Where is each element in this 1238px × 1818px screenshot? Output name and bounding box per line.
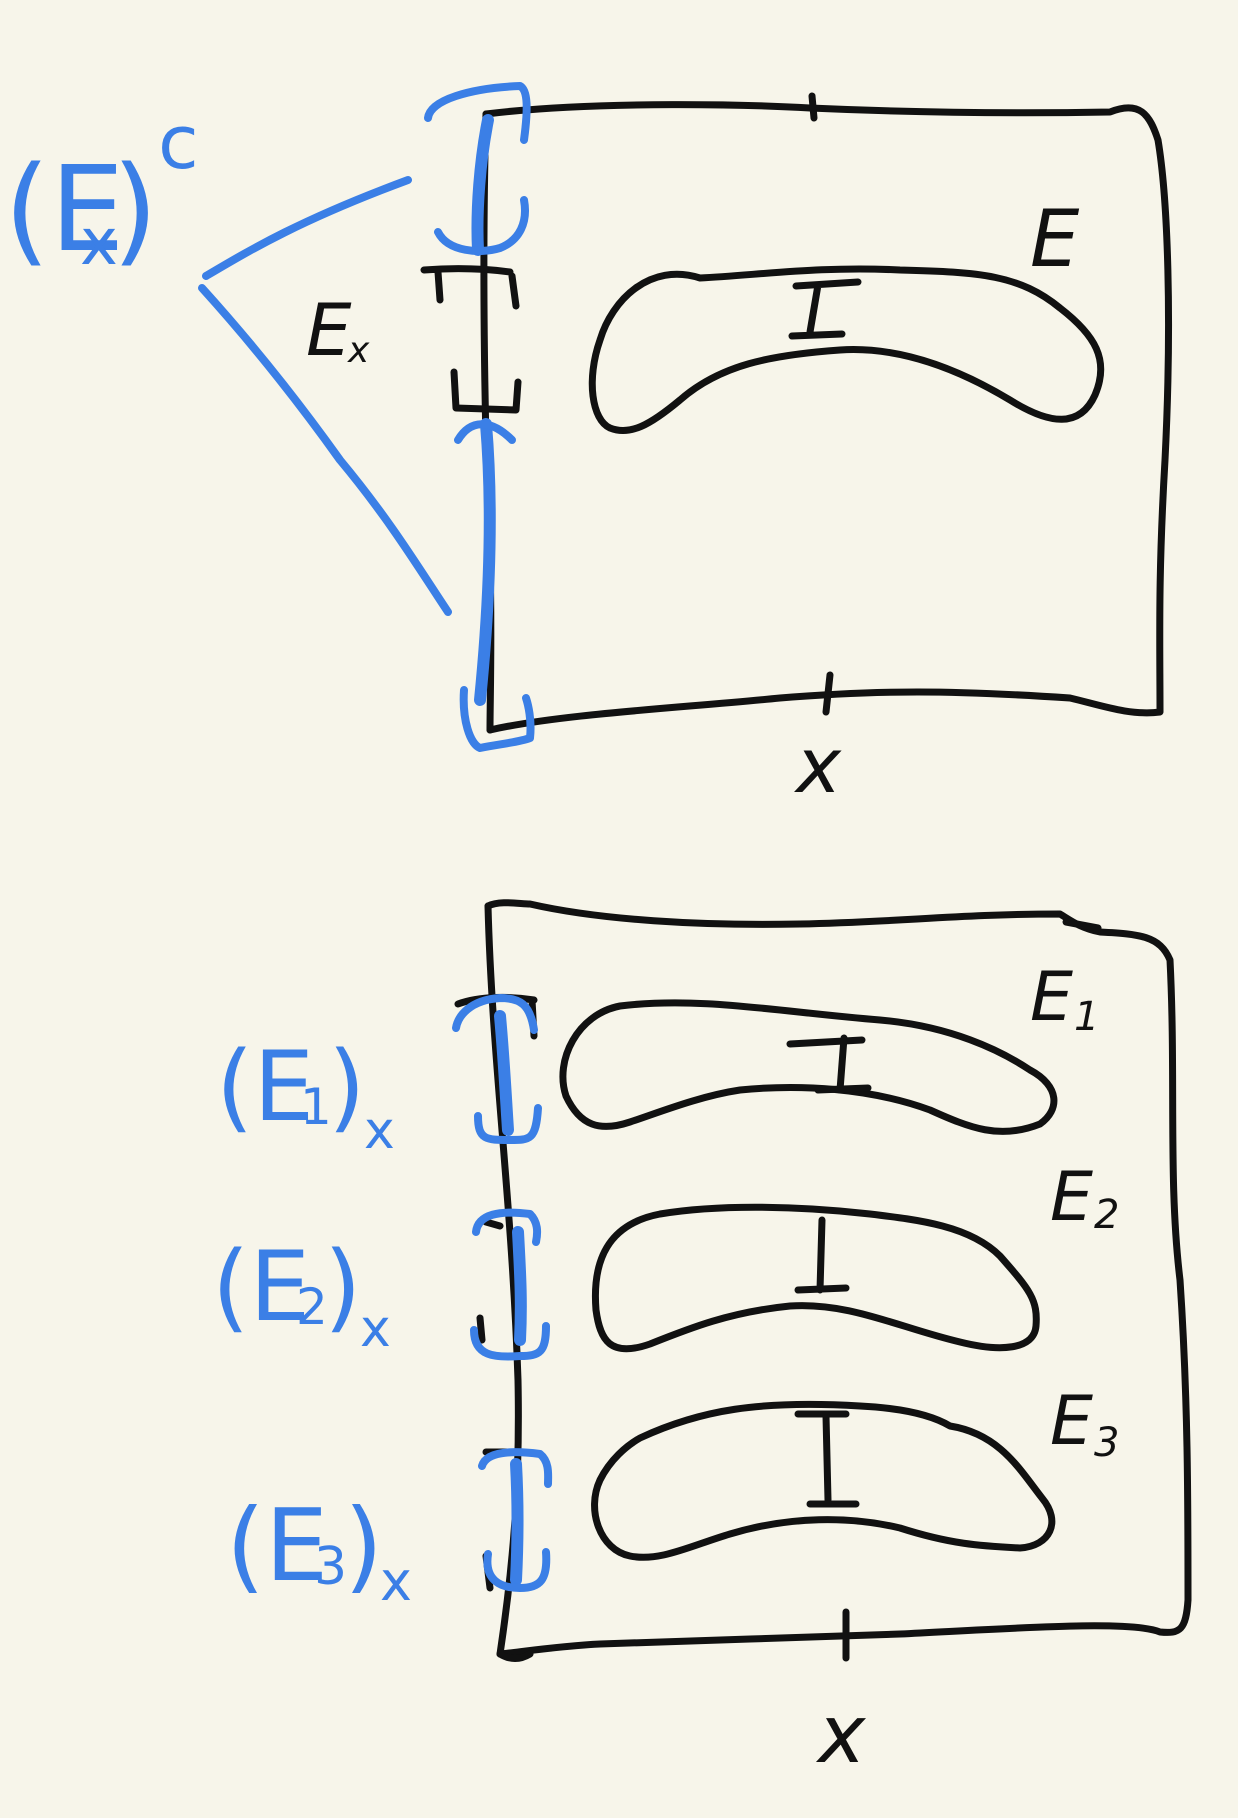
section-label-sub: x [347,330,370,371]
bottom-set-e1-label: E 1 [1030,958,1099,1040]
bottom-set-e2-label: E 2 [1050,1158,1119,1238]
top-complement-segment-lower [474,418,496,706]
section3-subx: x [380,1550,412,1613]
top-edge-tick [808,92,818,122]
top-figure: (E x ) c E x E x [4,82,1173,810]
top-complement-bracket-mid [434,196,529,255]
top-complement-segment-upper [471,114,494,256]
complement-label-open: (E [4,140,125,278]
complement-label-sub: x [80,206,118,280]
bottom-section-label-3: (E 3 ) x [226,1487,412,1613]
set-e1-letter: E [1030,958,1073,1037]
bottom-left-side [484,902,534,1662]
top-section-label: E x [306,288,370,372]
section3-open: (E [226,1487,328,1604]
top-rectangle [482,101,1173,734]
bottom-e2-section-bar [794,1216,850,1294]
top-complement-pointer-a [202,176,412,280]
bottom-set-e1-blob [559,999,1058,1135]
bottom-section-e1-blue [494,1010,514,1136]
complement-label-sup: c [158,100,199,186]
section1-sub: 1 [300,1078,332,1136]
top-complement-bracket-bottom [459,686,535,752]
section2-sub: 2 [296,1278,328,1336]
top-complement-label: (E x ) c [4,100,199,280]
set-e3-letter: E [1050,1382,1093,1461]
bottom-section-e3-blue [510,1458,524,1586]
section1-subx: x [364,1101,395,1161]
section3-sub: 3 [314,1537,347,1597]
top-axis-tick [822,671,834,716]
top-axis-x-label: x [794,721,842,810]
set-e3-sub: 3 [1094,1420,1119,1466]
bottom-figure: E 1 E 2 E 3 (E 1 ) x (E 2 ) x (E 3 ) x [212,899,1192,1781]
bottom-section-e2-blue [512,1226,527,1346]
top-set-e-blob [588,265,1105,435]
section2-subx: x [360,1299,391,1359]
bottom-set-e3-blob [591,1400,1056,1561]
bottom-section-e3-bracket [478,1448,553,1592]
bottom-edge-step [1062,918,1102,932]
bottom-black-bracket-2 [476,1218,504,1344]
bottom-section-e1-bracket [452,994,542,1144]
set-e2-sub: 2 [1094,1192,1119,1238]
section2-open: (E [212,1231,310,1343]
set-e2-letter: E [1050,1158,1093,1237]
section2-close: ) [324,1231,361,1343]
top-section-bracket-upper [420,265,520,310]
set-e1-sub: 1 [1074,994,1099,1040]
section-label-e: E [306,288,352,372]
bottom-section-e2-bracket [470,1208,550,1361]
top-complement-pointer-b [198,284,452,616]
bottom-e3-section-bar [794,1410,860,1508]
bottom-set-e2-blob [591,1203,1040,1353]
top-complement-bracket-top [424,82,531,144]
top-section-bar [788,278,862,340]
bottom-axis-x-label: x [815,1688,867,1781]
bottom-section-label-2: (E 2 ) x [212,1231,391,1359]
top-section-bracket-lower [450,368,522,414]
top-set-e-label: E [1030,195,1080,285]
top-complement-bracket-lowtop [454,420,516,444]
bottom-section-label-1: (E 1 ) x [216,1031,395,1161]
section1-close: ) [328,1031,365,1143]
section1-open: (E [216,1031,314,1143]
bottom-set-e3-label: E 3 [1050,1382,1119,1466]
section3-close: ) [344,1487,383,1604]
complement-label-close: ) [112,140,158,278]
bottom-e1-section-bar [786,1034,872,1094]
